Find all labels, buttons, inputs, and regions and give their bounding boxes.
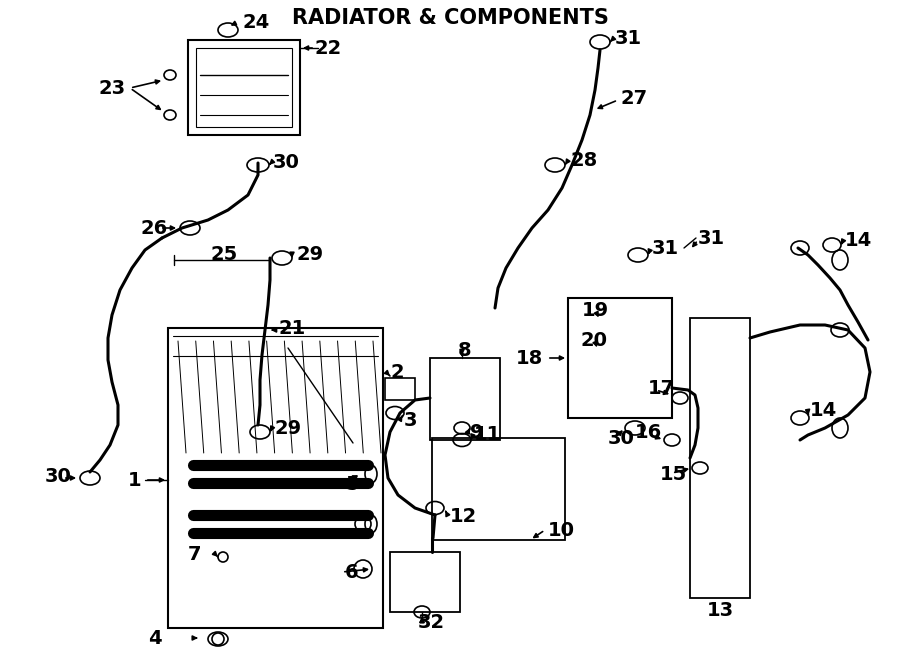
Text: 22: 22	[315, 38, 342, 58]
Bar	[690, 318, 750, 598]
Text: RADIATOR & COMPONENTS: RADIATOR & COMPONENTS	[292, 8, 608, 28]
Text: 13: 13	[706, 600, 733, 619]
Bar	[188, 40, 300, 135]
Text: 9: 9	[470, 422, 483, 442]
Text: 31: 31	[652, 239, 680, 258]
Text: 14: 14	[810, 401, 837, 420]
Text: 32: 32	[418, 613, 446, 631]
Text: 6: 6	[345, 563, 358, 582]
Text: 8: 8	[458, 340, 472, 360]
Text: 30: 30	[273, 153, 300, 171]
Text: 20: 20	[580, 330, 607, 350]
Text: 2: 2	[390, 362, 403, 381]
Text: 24: 24	[242, 13, 269, 32]
Bar	[168, 328, 383, 628]
Text: 10: 10	[548, 520, 575, 539]
Bar	[568, 298, 672, 418]
Text: 19: 19	[582, 301, 609, 319]
Text: 11: 11	[474, 426, 501, 444]
Text: 31: 31	[698, 229, 725, 247]
Text: 17: 17	[648, 379, 675, 397]
Text: 27: 27	[620, 89, 647, 108]
Text: 18: 18	[516, 348, 543, 368]
Text: 4: 4	[148, 629, 162, 648]
Bar	[430, 358, 500, 440]
Bar	[390, 552, 460, 612]
Text: 23: 23	[98, 79, 125, 98]
Text: 16: 16	[635, 422, 662, 442]
Text: 25: 25	[210, 245, 238, 264]
Text: 30: 30	[608, 428, 634, 447]
Text: 29: 29	[296, 245, 323, 264]
Text: 30: 30	[45, 467, 72, 485]
Text: 7: 7	[188, 545, 202, 564]
Text: 12: 12	[450, 506, 477, 525]
Text: 29: 29	[274, 418, 302, 438]
Text: 15: 15	[660, 465, 688, 485]
Bar	[385, 378, 415, 400]
Text: 21: 21	[278, 319, 305, 338]
Text: 14: 14	[845, 231, 872, 249]
Bar	[432, 438, 565, 540]
Bar	[196, 48, 292, 127]
Text: 26: 26	[140, 219, 167, 237]
Text: 28: 28	[570, 151, 598, 169]
Text: 3: 3	[404, 410, 418, 430]
Text: 5: 5	[345, 475, 358, 494]
Text: 31: 31	[615, 28, 642, 48]
Text: 1: 1	[128, 471, 141, 490]
